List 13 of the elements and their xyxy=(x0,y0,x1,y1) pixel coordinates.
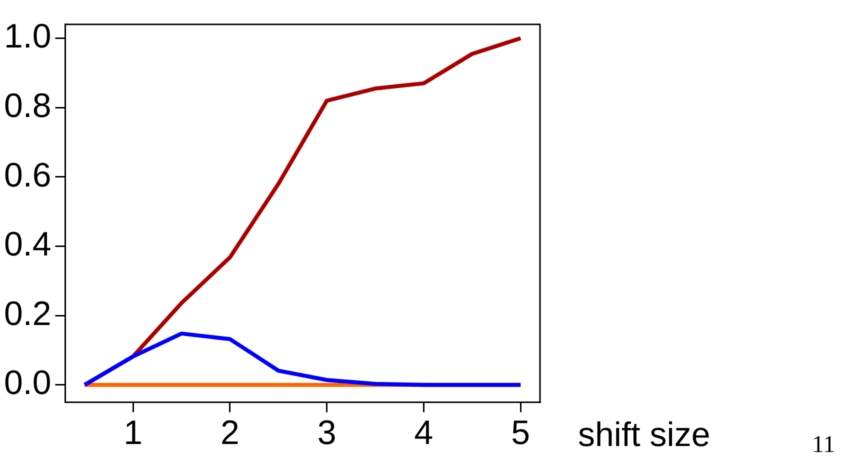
x-tick-label: 1 xyxy=(124,414,143,452)
y-tick-label: 0.0 xyxy=(4,364,52,402)
y-tick-label: 0.2 xyxy=(4,294,52,333)
x-tick-label: 3 xyxy=(317,414,336,452)
x-tick-label: 4 xyxy=(414,414,434,452)
x-axis-title: shift size xyxy=(578,416,710,455)
x-tick-label: 5 xyxy=(511,414,530,452)
x-tick-label: 2 xyxy=(220,414,240,452)
y-tick-label: 0.6 xyxy=(4,156,52,194)
y-tick-label: 0.4 xyxy=(4,226,52,264)
text: 11 xyxy=(812,432,836,459)
y-tick-label: 1.0 xyxy=(4,18,52,56)
y-tick-label: 0.8 xyxy=(4,86,52,125)
